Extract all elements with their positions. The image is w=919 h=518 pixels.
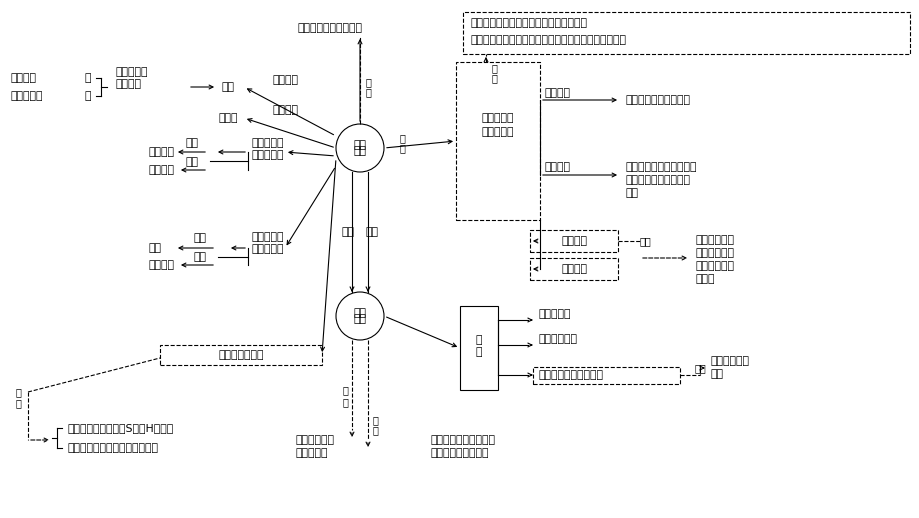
Text: 相关激素: 相关激素 (543, 162, 570, 172)
Text: 系: 系 (399, 143, 404, 153)
Text: 激素、酶、神经递质、: 激素、酶、神经递质、 (429, 435, 494, 445)
Text: 联: 联 (371, 415, 378, 425)
Text: 淋巴因子、抗体比较: 淋巴因子、抗体比较 (429, 448, 488, 458)
Text: 反馈调节: 反馈调节 (561, 264, 586, 274)
Text: 系: 系 (491, 73, 496, 83)
Text: 局部电流: 局部电流 (148, 147, 174, 157)
Text: 特点: 特点 (193, 252, 206, 262)
Text: 皮层参与: 皮层参与 (115, 79, 141, 89)
Text: 结构: 结构 (193, 233, 206, 243)
Text: 与甲状腺激素协同的生长激素、肾上腺素: 与甲状腺激素协同的生长激素、肾上腺素 (470, 18, 586, 28)
Text: 有: 有 (85, 73, 91, 83)
Text: 兴奋在神经: 兴奋在神经 (252, 232, 284, 242)
Text: 神经: 神经 (353, 146, 366, 156)
Text: 甲状腺激素相关生理实验（注射法、切除法、饲喂法）: 甲状腺激素相关生理实验（注射法、切除法、饲喂法） (470, 35, 625, 45)
Text: 系: 系 (342, 397, 347, 407)
Text: 反射: 反射 (221, 82, 234, 92)
Text: 大脑皮层语言中枢的S区、H区功能: 大脑皮层语言中枢的S区、H区功能 (67, 423, 173, 433)
Text: 相关腺体: 相关腺体 (543, 88, 570, 98)
Text: 无: 无 (85, 91, 91, 101)
Text: 基本方式: 基本方式 (272, 75, 298, 85)
Text: 影响: 影响 (365, 227, 378, 237)
Text: 系: 系 (365, 87, 370, 97)
Text: 联: 联 (491, 63, 496, 73)
Bar (456, 62, 539, 220)
Text: 特点: 特点 (186, 157, 199, 167)
Text: 控制: 控制 (341, 227, 354, 237)
Text: 大脑皮层对脊髓低级中枢的控制: 大脑皮层对脊髓低级中枢的控制 (67, 443, 158, 453)
Text: 甲状腺激素: 甲状腺激素 (482, 113, 514, 123)
Bar (532, 367, 679, 384)
Text: 条件反射: 条件反射 (10, 73, 36, 83)
Text: 纤维上传导: 纤维上传导 (252, 150, 284, 160)
Text: 联: 联 (15, 387, 21, 397)
Text: 单向传递: 单向传递 (148, 260, 174, 270)
Text: 调节: 调节 (353, 140, 366, 150)
Text: 结构基础: 结构基础 (272, 105, 298, 115)
Text: 联系: 联系 (693, 363, 705, 373)
Text: 分级调节与反: 分级调节与反 (694, 261, 733, 271)
Text: 促甲状腺激素释放激素、: 促甲状腺激素释放激素、 (624, 162, 696, 172)
Text: 联: 联 (365, 77, 370, 87)
Text: 非条件反射: 非条件反射 (10, 91, 42, 101)
Text: 靶细胞中受体: 靶细胞中受体 (709, 356, 748, 366)
Text: 的分泌调节: 的分泌调节 (482, 127, 514, 137)
Text: 兴奋在神经: 兴奋在神经 (252, 138, 284, 148)
Text: 激素: 激素 (353, 314, 366, 324)
Text: 形式: 形式 (186, 138, 199, 148)
Text: 分级调节: 分级调节 (561, 236, 586, 246)
Text: 调节: 调节 (353, 308, 366, 318)
Text: 联: 联 (399, 133, 404, 143)
Text: 据有无大脑: 据有无大脑 (115, 67, 147, 77)
Text: 系: 系 (15, 398, 21, 408)
Text: 特: 特 (475, 335, 482, 345)
Text: 动物激素在生: 动物激素在生 (295, 435, 334, 445)
Bar (160, 345, 322, 365)
Text: 作用于靶器官、靶细胞: 作用于靶器官、靶细胞 (538, 370, 602, 380)
Text: 系: 系 (371, 425, 378, 435)
Bar (462, 12, 909, 54)
Text: 神经调节动物生理实验: 神经调节动物生理实验 (297, 23, 362, 33)
Text: 促甲状腺激素、甲状腺: 促甲状腺激素、甲状腺 (624, 175, 689, 185)
Text: 下丘脑、垂体、甲状腺: 下丘脑、垂体、甲状腺 (624, 95, 689, 105)
Text: 通过体液运输: 通过体液运输 (538, 334, 576, 344)
Text: 突触: 突触 (148, 243, 161, 253)
Text: 元之间传递: 元之间传递 (252, 244, 284, 254)
Text: 双向传导: 双向传导 (148, 165, 174, 175)
Bar (529, 258, 618, 280)
Text: 激素: 激素 (624, 188, 637, 198)
Bar (529, 230, 618, 252)
Bar (460, 306, 497, 390)
Text: 反射弧: 反射弧 (218, 113, 237, 123)
Text: 馈调节: 馈调节 (694, 274, 714, 284)
Text: 联: 联 (342, 385, 347, 395)
Text: 腺皮质激素的: 腺皮质激素的 (694, 248, 733, 258)
Text: 产上的应用: 产上的应用 (295, 448, 327, 458)
Text: 人脑的高级功能: 人脑的高级功能 (218, 350, 264, 360)
Text: 蛋白: 蛋白 (709, 369, 722, 379)
Text: 点: 点 (475, 347, 482, 357)
Text: 联系: 联系 (639, 236, 650, 246)
Text: 微量和高效: 微量和高效 (538, 309, 570, 319)
Text: 性激素、肾上: 性激素、肾上 (694, 235, 733, 245)
